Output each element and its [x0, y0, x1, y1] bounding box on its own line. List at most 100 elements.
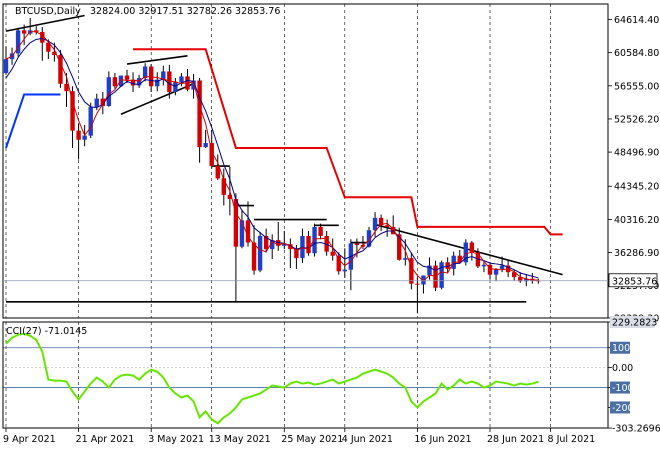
candle-body-65: [397, 234, 402, 260]
price-tick-label-0: 64614.40: [614, 15, 659, 26]
cci-tick-label-3: -100: [612, 383, 634, 394]
candle-body-36: [221, 178, 226, 195]
candle-body-3: [21, 30, 27, 34]
time-label-2: 3 May 2021: [148, 434, 204, 445]
price-tick-label-5: 44345.20: [614, 182, 659, 193]
cci-tick-label-2: 0.00: [612, 363, 633, 374]
candle-body-11: [70, 91, 75, 131]
candle-body-8: [52, 51, 57, 56]
price-channel: [5, 48, 563, 236]
cci-levels: [3, 347, 608, 388]
price-tick-label-6: 40316.20: [614, 215, 659, 226]
candle-body-79: [481, 264, 487, 267]
candle-body-61: [372, 217, 378, 231]
cci-tick-box-0: [610, 316, 655, 328]
ma-slow-line: [5, 30, 539, 282]
price-panel: 64614.40 60584.80 56555.00 52526.20 48496.90…: [2, 3, 659, 325]
cci-tick-label-1: 100: [612, 343, 630, 354]
trendline-8: [374, 223, 563, 276]
cci-tick-label-5: -303.2696: [612, 424, 660, 435]
candle-body-6: [40, 31, 45, 43]
candle-body-26: [161, 71, 166, 80]
candle-body-48: [294, 249, 299, 259]
candle-body-75: [457, 255, 462, 263]
candle-body-39: [239, 220, 245, 247]
time-label-7: 28 Jun 2021: [487, 434, 544, 445]
candle-body-58: [354, 243, 360, 246]
candle-body-29: [179, 76, 184, 83]
candle-body-66: [403, 258, 408, 260]
time-label-0: 9 Apr 2021: [3, 434, 56, 445]
ma-fast-line: [5, 38, 539, 279]
candle-body-62: [378, 217, 384, 226]
last-price-label: 32853.76: [612, 276, 657, 287]
candle-body-82: [499, 265, 505, 269]
candle-body-44: [270, 240, 275, 250]
candle-body-33: [203, 143, 208, 148]
candle-body-54: [330, 251, 335, 256]
candle-body-77: [469, 242, 475, 253]
candle-body-9: [58, 55, 63, 84]
candle-body-63: [384, 225, 390, 227]
candle-body-14: [88, 106, 93, 136]
moving-averages: [5, 30, 539, 282]
price-tick-label-2: 56555.00: [614, 81, 659, 92]
candle-body-38: [233, 198, 239, 247]
candle-body-12: [76, 130, 81, 140]
candle-body-86: [524, 278, 529, 282]
candle-body-7: [46, 42, 51, 52]
candle-body-13: [82, 135, 87, 140]
candle-body-40: [245, 220, 251, 243]
candle-body-37: [227, 194, 233, 199]
candle-body-43: [263, 235, 269, 250]
candle-body-2: [15, 30, 21, 54]
price-tick-label-4: 48496.90: [614, 148, 659, 159]
time-label-6: 16 Jun 2021: [414, 434, 471, 445]
candle-body-35: [215, 166, 220, 179]
candle-body-70: [427, 265, 432, 276]
candle-body-10: [64, 83, 69, 92]
candle-body-17: [106, 77, 112, 107]
trendline-1: [126, 55, 188, 65]
candle-body-15: [94, 98, 99, 107]
candle-body-25: [155, 79, 160, 87]
trendline-2: [120, 83, 194, 115]
candle-body-50: [306, 235, 311, 254]
candle-body-68: [415, 283, 420, 285]
cci-tick-box-4: [610, 401, 630, 414]
time-label-5: 4 Jun 2021: [342, 434, 393, 445]
trendlines: [5, 14, 563, 303]
candle-body-27: [167, 71, 172, 93]
cci-tick-label-0: 229.2823: [612, 318, 657, 329]
price-tick-label-3: 52526.20: [614, 114, 659, 125]
candle-body-42: [257, 235, 263, 271]
time-label-8: 8 Jul 2021: [548, 434, 596, 445]
chart-header-ohlc: 32824.00 32917.51 32782.26 32853.76: [90, 6, 280, 17]
time-label-4: 25 May 2021: [281, 434, 343, 445]
channel-upper: [133, 48, 563, 236]
channel-lower: [5, 93, 61, 149]
candle-body-21: [130, 79, 136, 86]
candle-body-51: [312, 226, 317, 254]
candle-body-80: [487, 264, 493, 275]
time-label-3: 13 May 2021: [209, 434, 271, 445]
candle-body-34: [209, 143, 214, 167]
time-label-1: 21 Apr 2021: [76, 434, 135, 445]
time-axis: 9 Apr 2021 21 Apr 2021 3 May 2021 13 May 20…: [3, 428, 595, 445]
chart-header-symbol: BTCUSD,Daily: [15, 6, 81, 17]
candle-body-23: [142, 66, 148, 79]
cci-tick-box-1: [610, 341, 630, 354]
price-tick-label-7: 36286.90: [614, 248, 659, 259]
candle-body-16: [100, 98, 105, 107]
candle-body-72: [439, 262, 444, 288]
candle-body-85: [518, 277, 523, 282]
candle-body-60: [366, 230, 372, 247]
candle-body-31: [191, 80, 196, 90]
candle-body-19: [118, 75, 124, 87]
candle-body-67: [409, 258, 414, 284]
cci-line: [5, 332, 539, 425]
candle-body-41: [251, 242, 257, 271]
candle-body-5: [34, 30, 39, 32]
candle-body-59: [360, 245, 366, 247]
